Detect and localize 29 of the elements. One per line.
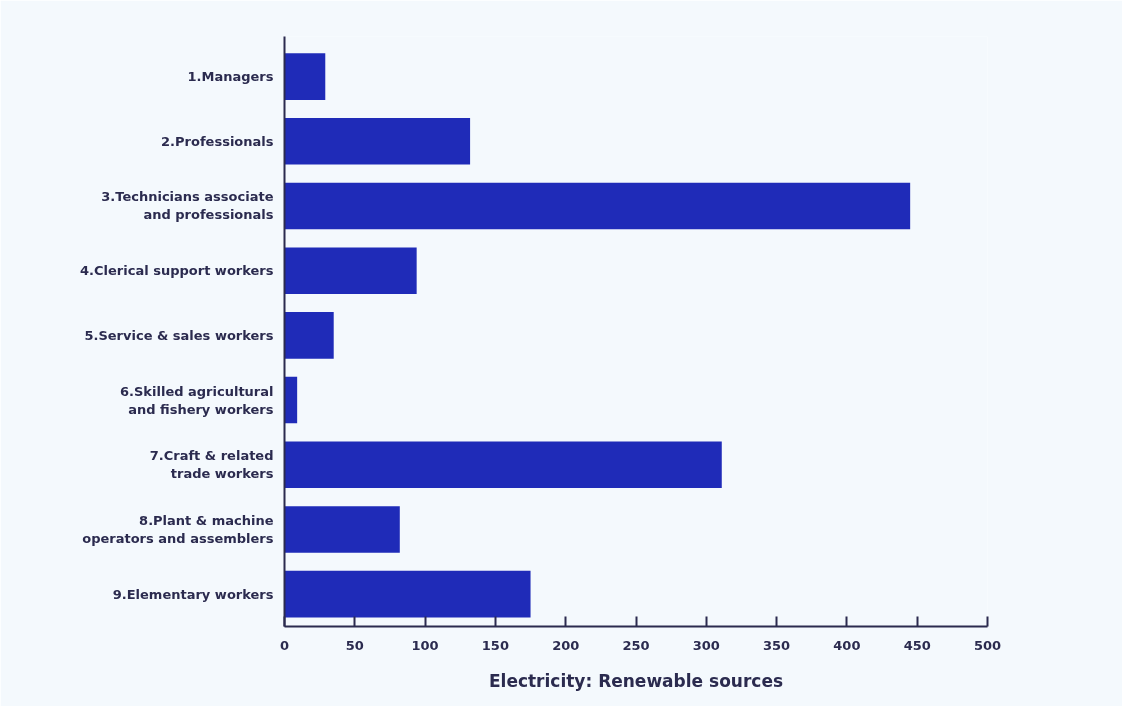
bar xyxy=(284,441,722,489)
y-tick-label: 6.Skilled agricultural and fishery workers xyxy=(120,383,274,417)
bar xyxy=(284,312,334,359)
y-tick-label: 9.Elementary workers xyxy=(112,586,274,602)
y-tick-label: 7.Craft & related trade workers xyxy=(149,448,274,482)
bar xyxy=(284,506,400,553)
x-tick-label: 150 xyxy=(481,637,509,653)
y-tick-label: 1.Managers xyxy=(187,69,274,85)
x-tick-label: 50 xyxy=(345,637,364,653)
y-tick-label: 3.Technicians associate and professionals xyxy=(101,189,274,223)
bar xyxy=(284,182,911,230)
x-axis-title: Electricity: Renewable sources xyxy=(488,670,784,691)
y-tick-label: 5.Service & sales workers xyxy=(84,327,274,343)
y-tick-label: 2.Professionals xyxy=(161,133,274,149)
x-tick-label: 0 xyxy=(279,637,290,653)
x-tick-label: 350 xyxy=(763,637,791,653)
x-tick-label: 450 xyxy=(903,637,931,653)
bar xyxy=(284,53,326,100)
y-tick-label: 4.Clerical support workers xyxy=(80,263,274,279)
x-tick-label: 400 xyxy=(833,637,861,653)
x-tick-label: 250 xyxy=(622,637,650,653)
x-tick-label: 100 xyxy=(411,637,439,653)
x-tick-label: 300 xyxy=(692,637,720,653)
bar xyxy=(284,570,531,618)
bar xyxy=(284,247,417,294)
x-tick-label: 500 xyxy=(973,637,1002,653)
y-tick-label: 8.Plant & machine operators and assemblers xyxy=(82,512,274,546)
bar xyxy=(284,118,471,165)
x-tick-label: 200 xyxy=(552,637,580,653)
